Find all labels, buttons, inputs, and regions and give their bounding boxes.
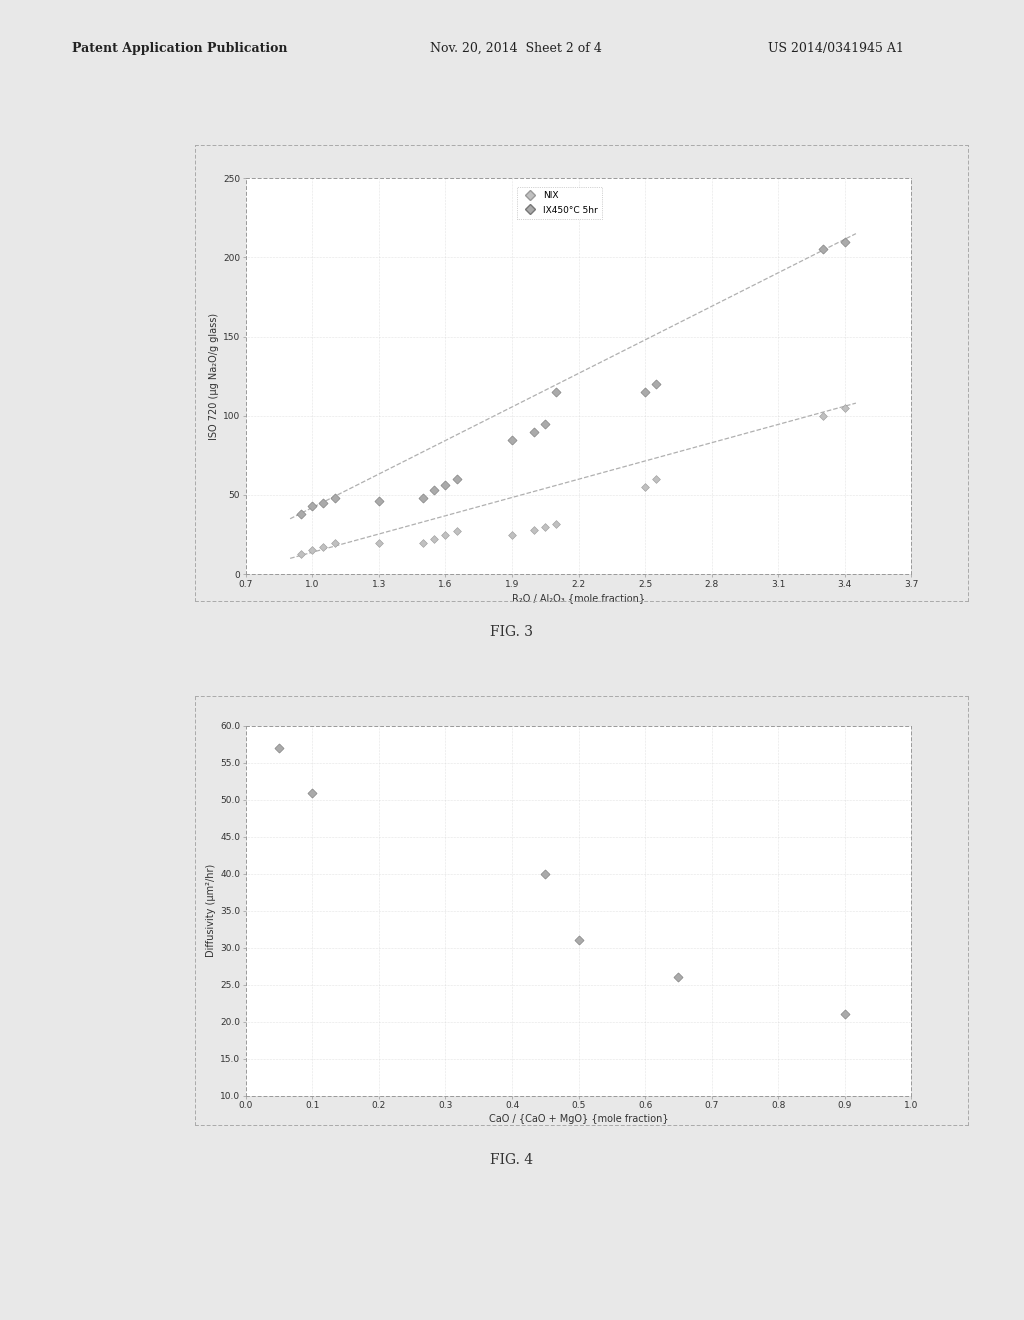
Text: Nov. 20, 2014  Sheet 2 of 4: Nov. 20, 2014 Sheet 2 of 4 <box>430 42 602 55</box>
Point <box>637 477 653 498</box>
Point <box>304 781 321 803</box>
Point <box>548 513 564 535</box>
Point <box>526 421 543 442</box>
Point <box>837 1003 853 1024</box>
Point <box>449 521 465 543</box>
Point <box>437 524 454 545</box>
Point <box>814 405 830 426</box>
Text: Patent Application Publication: Patent Application Publication <box>72 42 287 55</box>
Text: FIG. 3: FIG. 3 <box>490 626 534 639</box>
Point <box>293 503 309 524</box>
Point <box>548 381 564 403</box>
Legend: NIX, IX450°C 5hr: NIX, IX450°C 5hr <box>516 186 602 219</box>
Point <box>304 540 321 561</box>
Point <box>270 738 287 759</box>
Point <box>648 469 665 490</box>
Point <box>671 966 687 987</box>
Point <box>814 239 830 260</box>
Point <box>415 487 431 508</box>
Point <box>526 519 543 540</box>
Point <box>537 863 553 884</box>
Point <box>293 543 309 564</box>
Point <box>304 495 321 516</box>
Text: US 2014/0341945 A1: US 2014/0341945 A1 <box>768 42 904 55</box>
X-axis label: CaO / {CaO + MgO} {mole fraction}: CaO / {CaO + MgO} {mole fraction} <box>488 1114 669 1125</box>
Point <box>327 532 343 553</box>
Point <box>426 529 442 550</box>
Point <box>504 429 520 450</box>
Point <box>504 524 520 545</box>
Point <box>648 374 665 395</box>
Text: FIG. 4: FIG. 4 <box>490 1154 534 1167</box>
Point <box>837 397 853 418</box>
Point <box>570 929 587 950</box>
Point <box>426 479 442 500</box>
Point <box>537 516 553 537</box>
Point <box>315 492 332 513</box>
Y-axis label: ISO 720 (μg Na₂O/g glass): ISO 720 (μg Na₂O/g glass) <box>209 313 219 440</box>
Point <box>437 475 454 496</box>
Y-axis label: Diffusivity (μm²/hr): Diffusivity (μm²/hr) <box>206 865 216 957</box>
Point <box>371 532 387 553</box>
X-axis label: R₂O / Al₂O₃ {mole fraction}: R₂O / Al₂O₃ {mole fraction} <box>512 593 645 603</box>
Point <box>327 487 343 508</box>
Point <box>637 381 653 403</box>
Point <box>415 532 431 553</box>
Point <box>537 413 553 434</box>
Point <box>315 537 332 558</box>
Point <box>449 469 465 490</box>
Point <box>837 231 853 252</box>
Point <box>371 491 387 512</box>
